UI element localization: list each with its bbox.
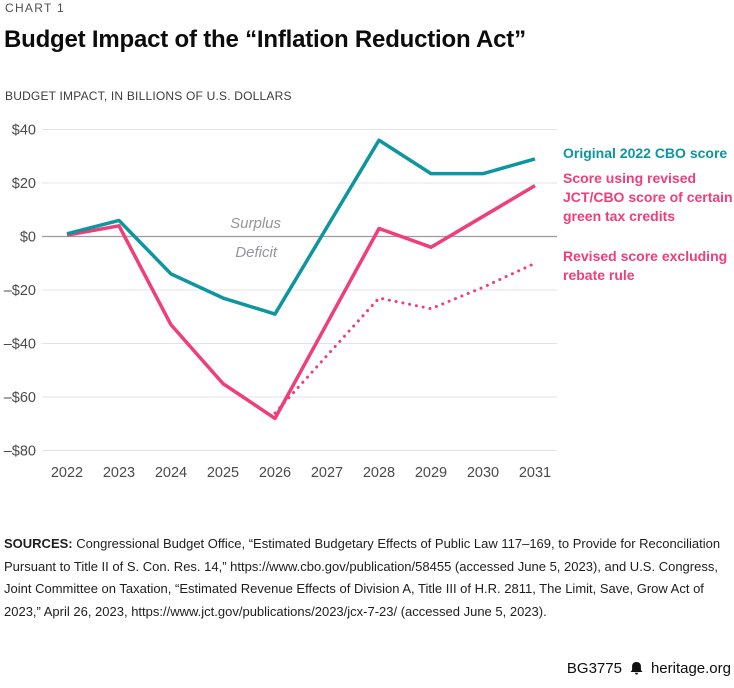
chart-subtitle: BUDGET IMPACT, IN BILLIONS OF U.S. DOLLA… — [5, 89, 292, 103]
legend-entry-revised-score-excluding-rebate: Revised score excluding rebate rule — [563, 248, 728, 283]
liberty-bell-icon — [630, 661, 643, 675]
x-axis-tick-label: 2022 — [51, 465, 83, 481]
x-axis-tick-label: 2023 — [103, 465, 135, 481]
report-id: BG3775 — [566, 660, 622, 677]
chart-kicker: CHART 1 — [5, 1, 66, 15]
page-title: Budget Impact of the “Inflation Reductio… — [4, 26, 526, 53]
x-axis-tick-label: 2027 — [311, 465, 343, 481]
y-axis-tick-label: $20 — [12, 176, 36, 192]
legend-entry-original-cbo-score: Original 2022 CBO score — [563, 145, 728, 161]
series-line-0 — [66, 138, 536, 316]
site-link: heritage.org — [650, 660, 731, 677]
y-axis-tick-label: –$80 — [4, 444, 36, 460]
footer: BG3775 heritage.org — [567, 660, 731, 677]
x-axis-tick-label: 2029 — [415, 465, 447, 481]
x-axis-tick-label: 2026 — [259, 465, 291, 481]
legend-entry-revised-score: Score using revised JCT/CBO score of cer… — [563, 170, 733, 224]
sources-text: Congressional Budget Office, “Estimated … — [4, 536, 721, 619]
x-axis-tick-label: 2024 — [155, 465, 187, 481]
y-axis-tick-label: –$60 — [4, 390, 36, 406]
series-line-1 — [66, 184, 536, 421]
y-axis-tick-label: $0 — [20, 230, 36, 246]
sources-note: SOURCES: Congressional Budget Office, “E… — [4, 533, 731, 623]
y-axis-tick-label: $40 — [12, 123, 36, 139]
x-axis-tick-label: 2031 — [519, 465, 551, 481]
x-axis-tick-label: 2025 — [207, 465, 239, 481]
series-line-2 — [273, 261, 537, 415]
surplus-annotation: Surplus — [230, 215, 281, 232]
x-axis-tick-label: 2030 — [467, 465, 499, 481]
deficit-annotation: Deficit — [235, 244, 278, 261]
sources-label: SOURCES: — [4, 536, 73, 551]
y-axis-tick-label: –$20 — [4, 283, 36, 299]
x-axis-tick-label: 2028 — [363, 465, 395, 481]
y-axis-tick-label: –$40 — [4, 337, 36, 353]
